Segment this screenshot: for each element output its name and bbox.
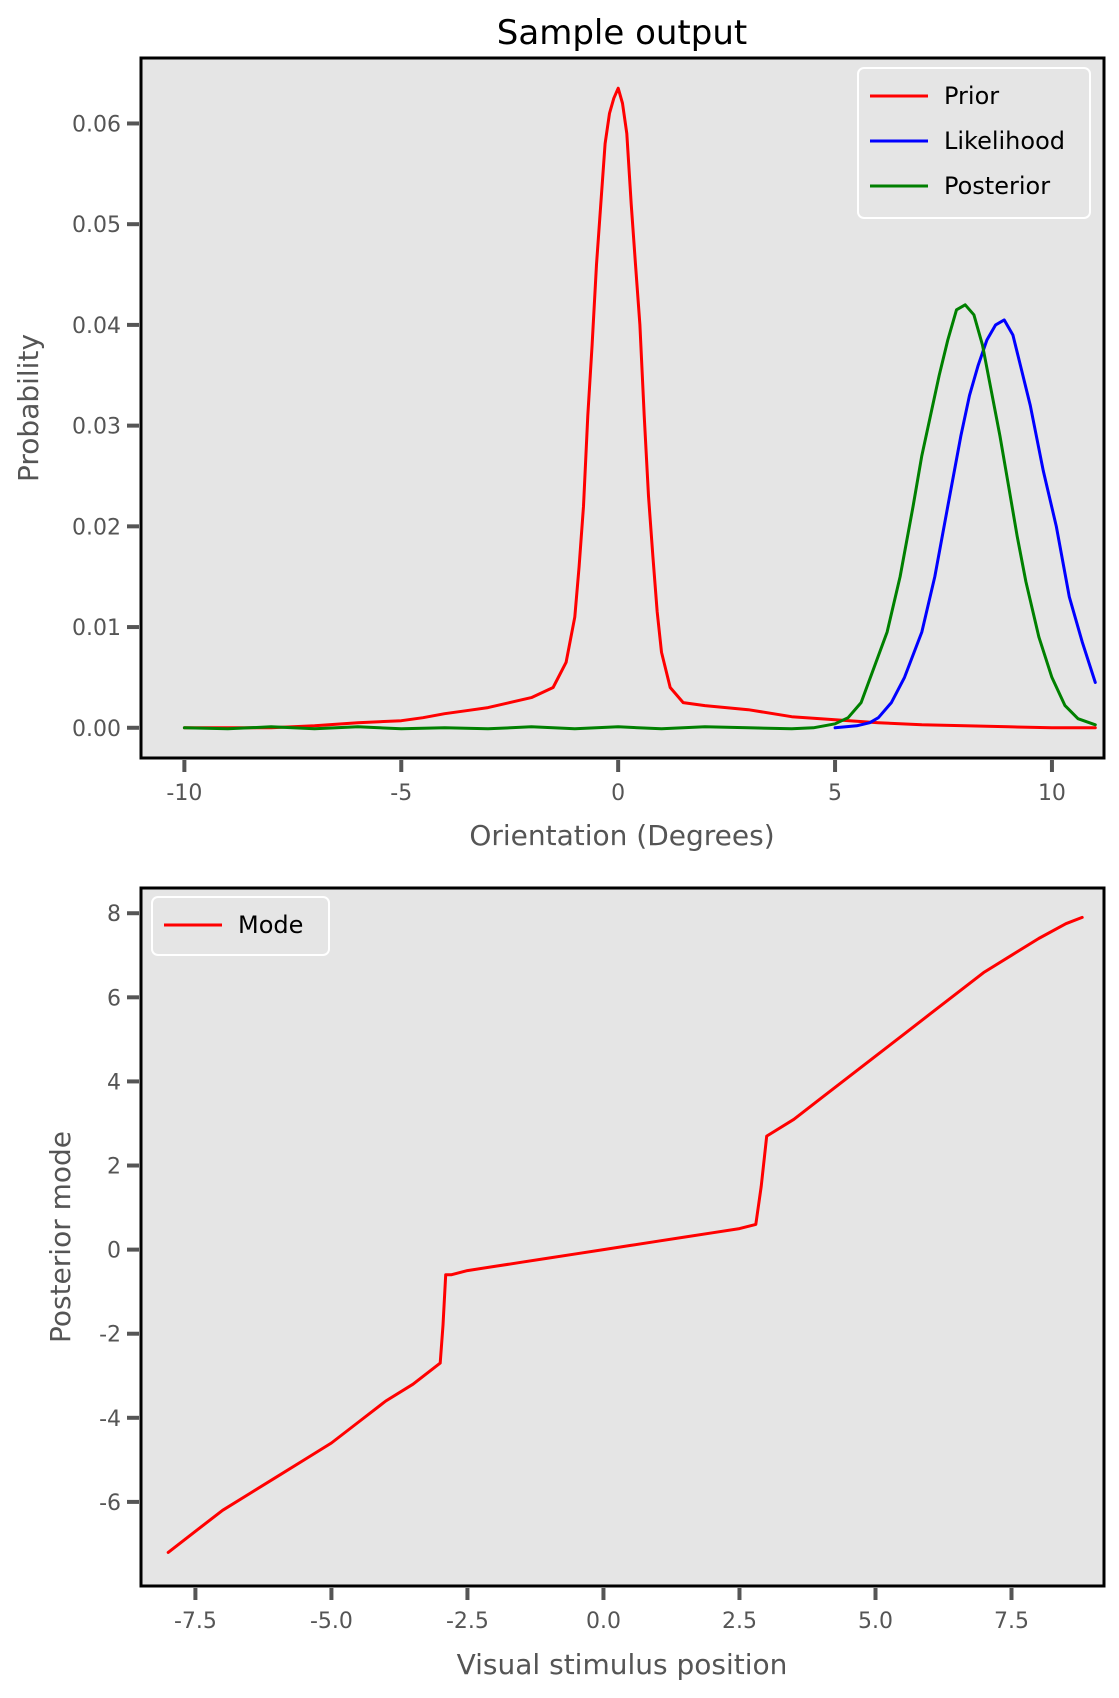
y-tick-label: 2 xyxy=(107,1155,121,1180)
legend-label-prior: Prior xyxy=(944,82,999,110)
y-tick-label: 0.02 xyxy=(72,515,121,540)
x-tick-label: 5.0 xyxy=(858,1609,893,1634)
legend-box xyxy=(151,896,330,956)
y-tick-label: 0 xyxy=(107,1239,121,1264)
series-line-posterior xyxy=(182,303,1097,731)
ticks-layer: -10 -5 0 5 10 0.00 0.01 0.02 0.03 0.04 0.05 0.06 xyxy=(72,112,1066,806)
y-tick-label: 8 xyxy=(107,902,121,927)
series-line-mode xyxy=(166,915,1084,1554)
series-line-likelihood xyxy=(833,318,1097,730)
legend: Mode xyxy=(151,896,330,956)
y-tick-label: -2 xyxy=(99,1323,121,1348)
x-tick-label: -2.5 xyxy=(446,1609,489,1634)
x-axis-label: Orientation (Degrees) xyxy=(469,819,774,852)
legend: Prior Likelihood Posterior xyxy=(857,67,1091,219)
y-tick-label: -6 xyxy=(99,1491,121,1516)
x-tick-label: -5 xyxy=(390,781,412,806)
series-line-prior xyxy=(182,86,1097,730)
x-tick-label: 10 xyxy=(1038,781,1066,806)
y-tick-label: 0.01 xyxy=(72,616,121,641)
y-tick-label: -4 xyxy=(99,1407,121,1432)
ticks-layer: -7.5 -5.0 -2.5 0.0 2.5 5.0 7.5 -6 -4 -2 0 2 4 6 8 xyxy=(99,902,1029,1634)
legend-box xyxy=(857,67,1091,219)
plot-frame xyxy=(139,56,1106,760)
y-tick-label: 6 xyxy=(107,986,121,1011)
series-layer xyxy=(166,915,1084,1554)
x-tick-label: 5 xyxy=(828,781,842,806)
x-tick-label: -5.0 xyxy=(310,1609,353,1634)
y-tick-label: 0.05 xyxy=(72,213,121,238)
x-tick-label: 0.0 xyxy=(586,1609,621,1634)
y-axis-label: Probability xyxy=(12,334,45,482)
x-tick-label: 0 xyxy=(611,781,625,806)
x-tick-label: 2.5 xyxy=(722,1609,757,1634)
legend-label-posterior: Posterior xyxy=(944,172,1050,200)
chart-orientation-probability: -10 -5 0 5 10 0.00 0.01 0.02 0.03 0.04 0.05 0.06 Sa… xyxy=(12,13,1106,852)
x-tick-label: 7.5 xyxy=(994,1609,1029,1634)
legend-label-mode: Mode xyxy=(238,911,303,939)
y-tick-label: 0.00 xyxy=(72,717,121,742)
chart-title: Sample output xyxy=(497,13,747,53)
x-tick-label: -7.5 xyxy=(174,1609,217,1634)
y-axis-label: Posterior mode xyxy=(44,1131,77,1343)
plot-frame xyxy=(139,886,1106,1588)
chart-posterior-mode: -7.5 -5.0 -2.5 0.0 2.5 5.0 7.5 -6 -4 -2 0 2 4 6 8 Visu… xyxy=(44,886,1106,1681)
y-tick-label: 0.03 xyxy=(72,415,121,440)
y-tick-label: 4 xyxy=(107,1070,121,1095)
series-layer xyxy=(182,86,1097,731)
legend-label-likelihood: Likelihood xyxy=(944,127,1065,155)
y-tick-label: 0.04 xyxy=(72,314,121,339)
x-tick-label: -10 xyxy=(166,781,202,806)
x-axis-label: Visual stimulus position xyxy=(457,1648,788,1681)
y-tick-label: 0.06 xyxy=(72,112,121,137)
